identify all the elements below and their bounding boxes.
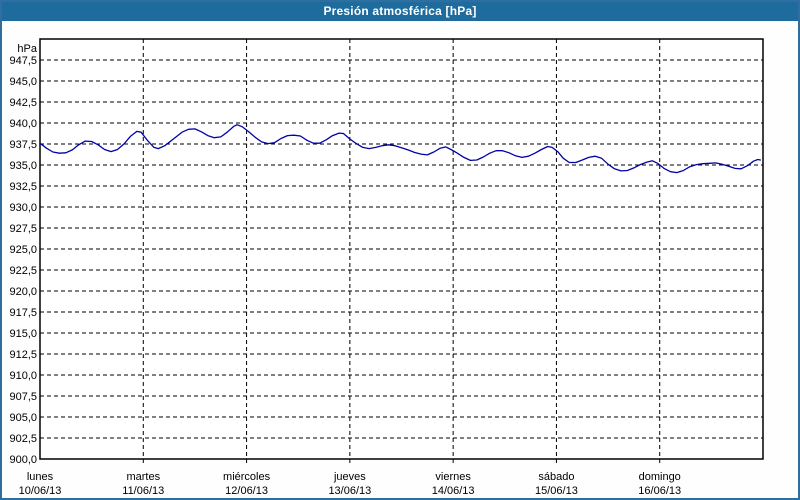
gridlines <box>40 39 763 459</box>
x-date-label: 13/06/13 <box>328 485 371 497</box>
x-day-label: lunes <box>27 471 54 483</box>
y-tick-label: 907,5 <box>9 391 37 403</box>
y-tick-label: 915,0 <box>9 328 37 340</box>
x-day-label: sábado <box>538 471 574 483</box>
y-tick-label: 942,5 <box>9 97 37 109</box>
y-axis-labels: 947,5 945,0 942,5 940,0 937,5 935,0 932,5 930,0… <box>9 55 37 466</box>
y-tick-label: 930,0 <box>9 202 37 214</box>
y-tick-label: 935,0 <box>9 160 37 172</box>
y-tick-label: 905,0 <box>9 412 37 424</box>
y-tick-label: 940,0 <box>9 118 37 130</box>
x-day-label: domingo <box>639 471 681 483</box>
plot-border <box>39 38 764 460</box>
y-tick-label: 920,0 <box>9 286 37 298</box>
x-day-label: jueves <box>333 471 366 483</box>
y-tick-label: 900,0 <box>9 454 37 466</box>
y-tick-label: 910,0 <box>9 370 37 382</box>
x-day-label: viernes <box>435 471 471 483</box>
x-date-label: 10/06/13 <box>19 485 62 497</box>
x-day-label: miércoles <box>223 471 271 483</box>
y-tick-label: 932,5 <box>9 181 37 193</box>
chart-title: Presión atmosférica [hPa] <box>323 4 477 18</box>
y-tick-label: 922,5 <box>9 265 37 277</box>
y-tick-label: 947,5 <box>9 55 37 67</box>
x-axis-labels: lunes 10/06/13 martes 11/06/13 miércoles 12/0… <box>19 471 682 497</box>
x-date-label: 11/06/13 <box>122 485 164 497</box>
y-axis-unit-label: hPa <box>17 43 37 55</box>
y-tick-label: 912,5 <box>9 349 37 361</box>
y-tick-label: 945,0 <box>9 76 37 88</box>
y-tick-label: 937,5 <box>9 139 37 151</box>
pressure-line <box>39 124 762 174</box>
x-date-label: 14/06/13 <box>432 485 475 497</box>
y-tick-label: 917,5 <box>9 307 37 319</box>
y-tick-label: 927,5 <box>9 223 37 235</box>
x-date-label: 15/06/13 <box>535 485 578 497</box>
y-tick-label: 902,5 <box>9 433 37 445</box>
x-day-label: martes <box>126 471 160 483</box>
title-bar: Presión atmosférica [hPa] <box>2 2 798 21</box>
y-tick-label: 925,0 <box>9 244 37 256</box>
x-date-label: 16/06/13 <box>638 485 681 497</box>
x-date-label: 12/06/13 <box>225 485 268 497</box>
